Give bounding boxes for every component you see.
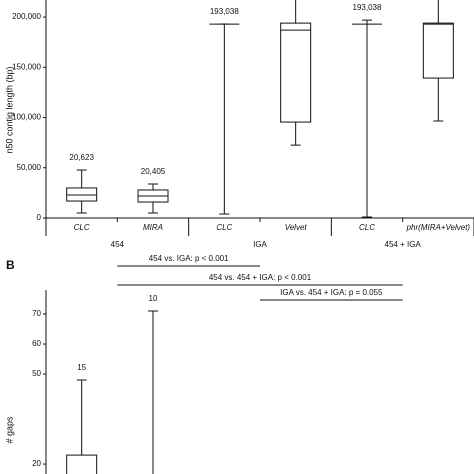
whisker-high	[362, 19, 372, 25]
box	[66, 187, 98, 202]
y-tick-label: 50,000	[17, 163, 42, 172]
whisker-low	[433, 78, 444, 122]
x-tick-label: phr(MIRA+Velvet)	[406, 223, 471, 232]
group-label: 454	[111, 240, 125, 249]
y-tick-label: 20	[32, 459, 41, 468]
group-label: IGA	[253, 240, 267, 249]
y-tick-label: 50	[32, 369, 41, 378]
whisker-low	[76, 201, 87, 214]
whisker-high	[437, 0, 439, 24]
comparison-label: IGA vs. 454 + IGA: p = 0.055	[280, 288, 383, 297]
comparison-label: 454 vs. IGA: p < 0.001	[149, 254, 229, 263]
y-tick-label: 150,000	[12, 62, 41, 71]
y-axis-title: # gaps	[4, 416, 14, 444]
whisker-high	[76, 169, 87, 188]
box	[66, 454, 98, 474]
comparison-label: 454 vs. 454 + IGA: p < 0.001	[209, 273, 312, 282]
whisker-high	[295, 0, 297, 24]
y-axis-title: n50 contig length (bp)	[4, 66, 14, 153]
x-tick-label: CLC	[359, 223, 375, 232]
boxes	[66, 310, 158, 474]
whisker-high	[76, 379, 87, 456]
y-tick-label: 60	[32, 339, 41, 348]
x-tick-label: MIRA	[143, 223, 163, 232]
x-tick-label: Velvet	[285, 223, 308, 232]
data-label: 15	[77, 363, 86, 372]
y-tick-label: 100,000	[12, 113, 41, 122]
panel-label: B	[6, 258, 15, 272]
y-tick-label: 70	[32, 309, 41, 318]
data-label: 193,038	[210, 7, 239, 16]
box	[280, 22, 312, 123]
whisker-high	[148, 183, 158, 190]
whisker-low	[219, 24, 230, 215]
data-label: 20,623	[69, 153, 94, 162]
y-tick-label: 0	[37, 213, 42, 222]
boxes	[66, 0, 454, 218]
whisker-high	[148, 310, 158, 474]
data-label: 10	[149, 294, 158, 303]
y-tick-label: 200,000	[12, 12, 41, 21]
group-label: 454 + IGA	[385, 240, 422, 249]
box	[422, 22, 454, 79]
whisker-low	[362, 24, 372, 218]
whisker-low	[290, 122, 301, 146]
x-tick-label: CLC	[74, 223, 90, 232]
whisker-low	[148, 202, 158, 214]
data-label: 193,038	[353, 3, 382, 12]
x-tick-label: CLC	[216, 223, 232, 232]
data-label: 20,405	[141, 167, 166, 176]
